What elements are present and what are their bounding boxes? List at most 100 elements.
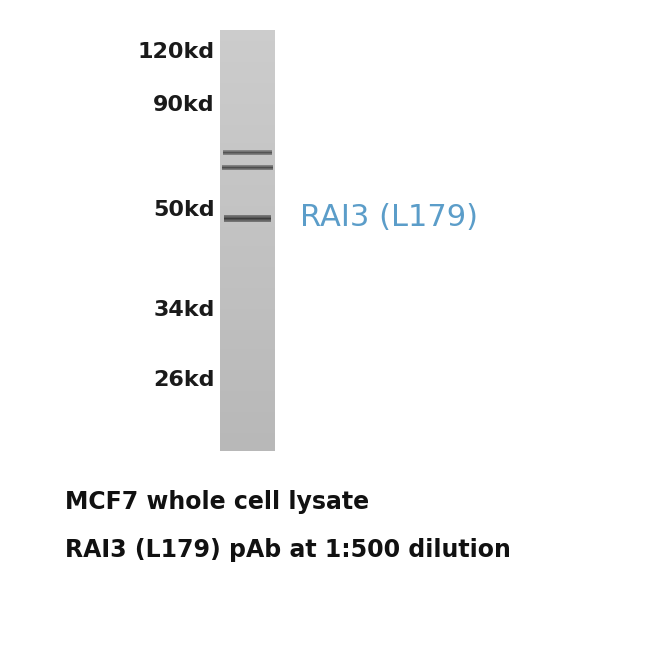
- Bar: [220, 364, 275, 367]
- Bar: [220, 269, 275, 272]
- Bar: [220, 214, 275, 217]
- Bar: [220, 101, 275, 104]
- Bar: [220, 393, 275, 396]
- Bar: [220, 152, 275, 155]
- Bar: [220, 74, 275, 77]
- Text: RAI3 (L179): RAI3 (L179): [300, 203, 478, 233]
- Bar: [220, 408, 275, 411]
- Text: RAI3 (L179) pAb at 1:500 dilution: RAI3 (L179) pAb at 1:500 dilution: [65, 538, 511, 562]
- Bar: [220, 158, 275, 161]
- Bar: [220, 227, 275, 230]
- Bar: [220, 135, 275, 138]
- Bar: [220, 427, 275, 430]
- Bar: [220, 192, 275, 194]
- Bar: [220, 144, 275, 146]
- Bar: [220, 53, 275, 56]
- Bar: [220, 301, 275, 304]
- Bar: [220, 40, 275, 43]
- Bar: [220, 168, 275, 171]
- Bar: [220, 81, 275, 83]
- Bar: [220, 253, 275, 255]
- Bar: [220, 347, 275, 350]
- Bar: [220, 261, 275, 264]
- Text: MCF7 whole cell lysate: MCF7 whole cell lysate: [65, 490, 369, 514]
- Bar: [220, 164, 275, 167]
- Bar: [220, 372, 275, 375]
- Bar: [220, 226, 275, 228]
- Bar: [220, 83, 275, 85]
- Bar: [220, 166, 275, 169]
- Bar: [220, 62, 275, 64]
- Bar: [220, 431, 275, 434]
- Bar: [220, 326, 275, 329]
- Bar: [220, 437, 275, 440]
- Bar: [220, 395, 275, 398]
- Bar: [220, 341, 275, 343]
- Bar: [220, 276, 275, 278]
- Bar: [220, 181, 275, 184]
- Bar: [220, 70, 275, 73]
- Bar: [220, 66, 275, 68]
- Bar: [220, 345, 275, 348]
- Bar: [220, 202, 275, 205]
- Bar: [220, 286, 275, 289]
- Bar: [220, 376, 275, 379]
- Bar: [220, 354, 275, 356]
- Bar: [220, 374, 275, 377]
- Bar: [220, 194, 275, 196]
- Bar: [220, 400, 275, 402]
- Bar: [220, 120, 275, 123]
- Bar: [220, 296, 275, 299]
- Bar: [220, 265, 275, 268]
- Bar: [220, 78, 275, 81]
- Bar: [220, 381, 275, 384]
- Bar: [220, 219, 275, 222]
- Bar: [220, 311, 275, 314]
- Bar: [220, 366, 275, 369]
- Bar: [220, 51, 275, 53]
- Bar: [220, 177, 275, 179]
- Bar: [220, 313, 275, 316]
- Bar: [220, 175, 275, 177]
- Bar: [220, 292, 275, 295]
- Bar: [220, 162, 275, 165]
- Bar: [220, 200, 275, 203]
- Bar: [220, 179, 275, 182]
- Bar: [220, 356, 275, 358]
- Bar: [220, 76, 275, 79]
- Bar: [220, 36, 275, 39]
- Bar: [220, 118, 275, 121]
- Bar: [220, 84, 275, 87]
- Bar: [220, 34, 275, 37]
- Bar: [220, 30, 275, 32]
- Bar: [220, 139, 275, 142]
- Bar: [220, 422, 275, 425]
- Bar: [220, 359, 275, 362]
- Bar: [220, 349, 275, 352]
- Bar: [220, 316, 275, 318]
- Bar: [220, 343, 275, 346]
- Bar: [220, 417, 275, 419]
- Bar: [220, 187, 275, 190]
- Bar: [220, 93, 275, 96]
- Bar: [220, 387, 275, 389]
- Bar: [220, 305, 275, 307]
- Bar: [220, 274, 275, 276]
- Bar: [220, 307, 275, 310]
- Bar: [220, 368, 275, 370]
- Bar: [220, 248, 275, 251]
- Bar: [220, 98, 275, 100]
- Bar: [220, 335, 275, 337]
- Bar: [220, 137, 275, 140]
- Bar: [220, 406, 275, 408]
- Bar: [220, 148, 275, 150]
- Bar: [220, 223, 275, 226]
- Bar: [220, 112, 275, 114]
- Bar: [220, 49, 275, 51]
- Bar: [220, 322, 275, 324]
- Bar: [220, 38, 275, 41]
- Bar: [220, 410, 275, 413]
- Text: 26kd: 26kd: [153, 370, 215, 390]
- Bar: [220, 114, 275, 116]
- Bar: [220, 414, 275, 417]
